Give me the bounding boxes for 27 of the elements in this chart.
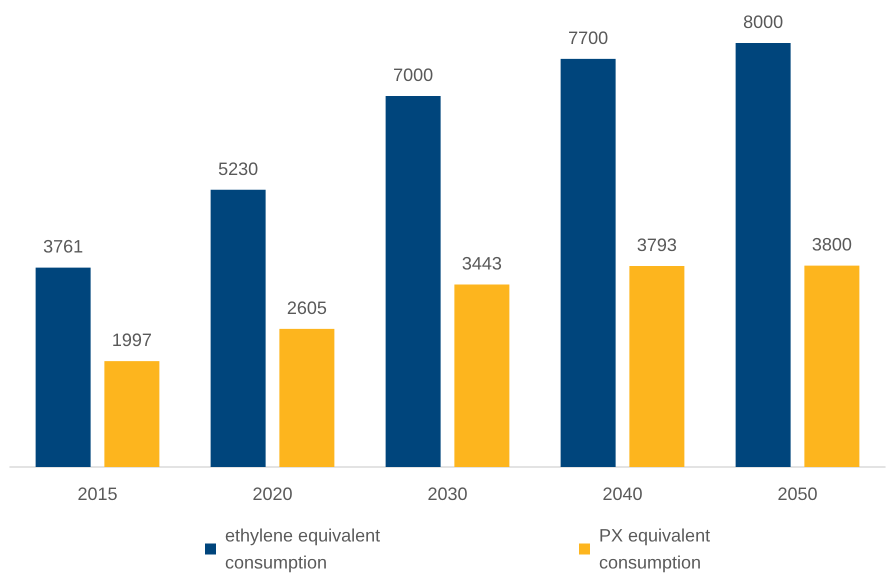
legend-label: ethylene equivalent consumption [225,526,386,572]
data-label: 3761 [43,236,84,257]
data-label: 3793 [636,234,677,255]
data-label: 7000 [393,65,434,85]
x-tick-label: 2040 [602,484,643,504]
x-tick-label: 2030 [427,484,468,504]
bar [454,284,510,467]
bar [804,266,860,467]
data-label: 5230 [218,158,258,179]
bar [36,268,91,467]
bar [386,96,441,467]
data-label: 3443 [462,254,502,274]
data-label: 3800 [812,234,852,255]
data-label: 2605 [286,298,327,318]
data-label: 8000 [743,12,784,32]
bar [736,43,791,467]
x-tick-label: 2050 [777,484,818,504]
data-label: 1997 [112,330,152,350]
x-tick-label: 2020 [252,484,293,504]
legend-label: PX equivalent consumption [599,526,716,572]
data-label: 7700 [568,28,608,48]
bar [210,190,266,467]
bar [104,361,160,467]
bar [629,266,684,467]
bar [560,58,616,467]
x-tick-label: 2015 [77,484,118,504]
bar [279,328,334,467]
